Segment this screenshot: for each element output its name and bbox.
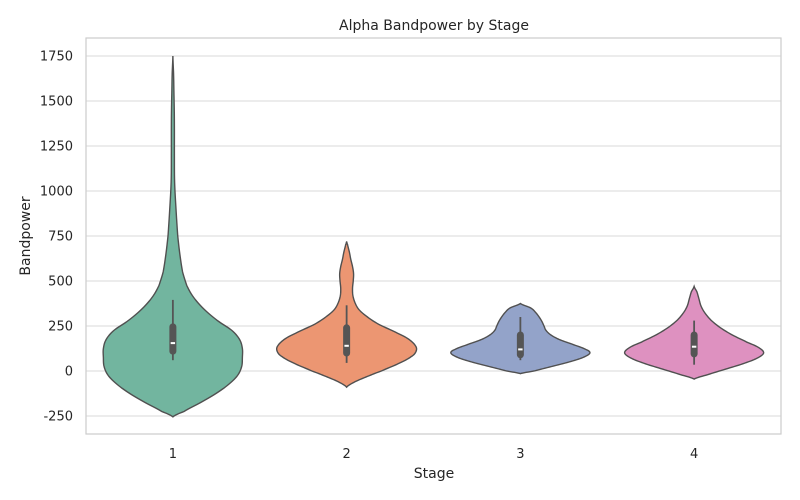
violin-stage-3 [450, 302, 591, 375]
violin-stage-1 [102, 55, 244, 418]
violin-body [102, 55, 244, 418]
y-tick-label: 1500 [40, 95, 73, 110]
y-tick-labels: -250 0 250 500 750 1000 1250 1500 1750 [40, 50, 73, 425]
chart-title: Alpha Bandpower by Stage [339, 18, 529, 34]
x-axis-label: Stage [414, 466, 454, 482]
y-tick-label: 500 [48, 275, 73, 290]
y-tick-label: 0 [65, 365, 73, 380]
violins [102, 55, 765, 418]
plot-frame [85, 37, 782, 435]
x-tick-label: 2 [342, 447, 350, 462]
x-tick-label: 3 [516, 447, 524, 462]
y-axis-label: Bandpower [18, 196, 34, 275]
violin-stage-2 [275, 241, 418, 389]
y-tick-label: 250 [48, 320, 73, 335]
y-tick-label: 1250 [40, 140, 73, 155]
x-tick-label: 4 [690, 447, 698, 462]
x-tick-label: 1 [169, 447, 177, 462]
y-tick-label: -250 [43, 410, 73, 425]
y-tick-label: 1000 [40, 185, 73, 200]
y-tick-label: 750 [48, 230, 73, 245]
violin-stage-4 [623, 284, 765, 380]
y-tick-label: 1750 [40, 50, 73, 65]
x-tick-labels: 1 2 3 4 [169, 447, 699, 462]
